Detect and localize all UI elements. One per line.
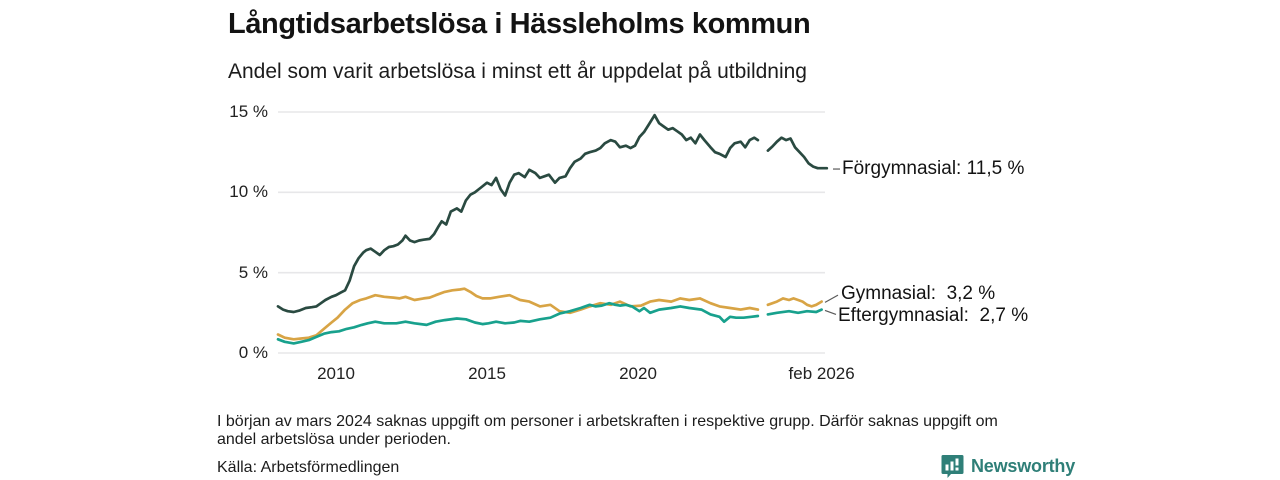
series-line-gymnasial	[276, 287, 760, 341]
newsworthy-logo: Newsworthy	[941, 454, 1075, 478]
series-label-gymnasial: Gymnasial: 3,2 %	[841, 283, 996, 305]
series-line-forgymnasial	[766, 136, 829, 170]
x-axis-tick-label: feb 2026	[788, 364, 855, 383]
source-label: Källa: Arbetsförmedlingen	[217, 459, 400, 476]
x-axis-tick-label: 2020	[619, 364, 657, 383]
page-title: Långtidsarbetslösa i Hässleholms kommun	[228, 8, 811, 40]
footnote-line-1: I början av mars 2024 saknas uppgift om …	[217, 413, 998, 430]
series-line-gymnasial	[766, 297, 823, 308]
newsworthy-logo-icon	[941, 455, 964, 478]
y-axis-tick-label: 0 %	[238, 343, 268, 362]
y-axis-tick-label: 5 %	[238, 262, 268, 282]
series-line-forgymnasial	[276, 113, 760, 314]
series-label-eftergymnasial: Eftergymnasial: 2,7 %	[838, 305, 1029, 327]
footnote-line-2: andel arbetslösa under perioden.	[217, 431, 451, 448]
series-label-forgymnasial: Förgymnasial: 11,5 %	[842, 158, 1025, 180]
series-line-eftergymnasial	[766, 308, 823, 316]
label-connector-gymnasial	[824, 294, 839, 303]
y-axis-tick-label: 10 %	[229, 182, 268, 202]
series-line-eftergymnasial	[276, 301, 760, 345]
x-axis-tick-label: 2015	[468, 364, 506, 383]
x-axis-tick-label: 2010	[317, 364, 355, 383]
y-axis-tick-label: 15 %	[229, 101, 268, 121]
newsworthy-logo-text: Newsworthy	[971, 455, 1076, 476]
chart-footnote: I början av mars 2024 saknas uppgift om …	[217, 413, 998, 449]
label-connector-eftergymnasial	[824, 309, 837, 316]
chart-subtitle: Andel som varit arbetslösa i minst ett å…	[228, 60, 807, 83]
